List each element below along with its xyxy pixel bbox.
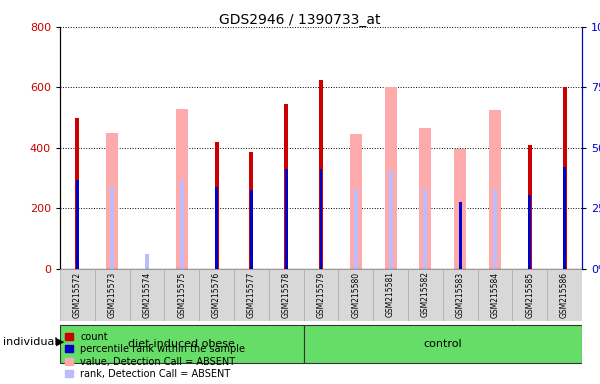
Bar bbox=[250, 190, 253, 269]
Bar bbox=[528, 145, 532, 269]
Bar bbox=[250, 189, 253, 269]
Bar bbox=[215, 185, 218, 269]
Bar bbox=[459, 202, 461, 269]
Bar bbox=[529, 195, 531, 269]
Bar bbox=[385, 88, 397, 269]
Bar bbox=[285, 169, 287, 269]
Text: GSM215575: GSM215575 bbox=[178, 271, 187, 318]
Text: control: control bbox=[424, 339, 462, 349]
Bar bbox=[304, 269, 338, 321]
Bar bbox=[269, 269, 304, 321]
Bar bbox=[304, 325, 582, 362]
Text: GSM215586: GSM215586 bbox=[560, 271, 569, 318]
Text: individual: individual bbox=[3, 336, 58, 347]
Legend: count, percentile rank within the sample, value, Detection Call = ABSENT, rank, : count, percentile rank within the sample… bbox=[65, 332, 245, 379]
Text: GSM215584: GSM215584 bbox=[491, 271, 499, 318]
Bar bbox=[478, 269, 512, 321]
Bar bbox=[319, 80, 323, 269]
Text: GSM215579: GSM215579 bbox=[317, 271, 325, 318]
Text: GSM215577: GSM215577 bbox=[247, 271, 256, 318]
Bar bbox=[76, 180, 79, 269]
Bar bbox=[354, 189, 358, 269]
Bar bbox=[563, 88, 566, 269]
Bar bbox=[320, 169, 322, 269]
Bar bbox=[250, 152, 253, 269]
Bar bbox=[454, 149, 466, 269]
Bar bbox=[234, 269, 269, 321]
Bar bbox=[373, 269, 408, 321]
Bar bbox=[408, 269, 443, 321]
Text: GSM215572: GSM215572 bbox=[73, 271, 82, 318]
Text: GSM215573: GSM215573 bbox=[108, 271, 116, 318]
Bar bbox=[338, 269, 373, 321]
Bar bbox=[493, 189, 497, 269]
Text: diet-induced obese: diet-induced obese bbox=[128, 339, 235, 349]
Bar bbox=[76, 118, 79, 269]
Text: ▶: ▶ bbox=[56, 336, 64, 347]
Text: GDS2946 / 1390733_at: GDS2946 / 1390733_at bbox=[219, 13, 381, 27]
Bar bbox=[60, 269, 95, 321]
Text: GSM215578: GSM215578 bbox=[282, 271, 290, 318]
Text: GSM215576: GSM215576 bbox=[212, 271, 221, 318]
Text: GSM215581: GSM215581 bbox=[386, 271, 395, 318]
Text: GSM215580: GSM215580 bbox=[351, 271, 360, 318]
Bar bbox=[106, 133, 118, 269]
Text: GSM215574: GSM215574 bbox=[143, 271, 151, 318]
Bar bbox=[110, 185, 114, 269]
Bar bbox=[199, 269, 234, 321]
Text: GSM215582: GSM215582 bbox=[421, 271, 430, 318]
Bar bbox=[164, 269, 199, 321]
Bar bbox=[60, 325, 304, 362]
Bar bbox=[350, 134, 362, 269]
Bar bbox=[176, 109, 188, 269]
Bar bbox=[489, 110, 501, 269]
Bar bbox=[95, 269, 130, 321]
Bar bbox=[130, 269, 164, 321]
Bar bbox=[424, 189, 427, 269]
Bar bbox=[215, 187, 218, 269]
Bar bbox=[512, 269, 547, 321]
Bar bbox=[180, 180, 184, 269]
Bar bbox=[284, 104, 288, 269]
Bar bbox=[145, 254, 149, 269]
Bar bbox=[547, 269, 582, 321]
Text: GSM215583: GSM215583 bbox=[456, 271, 464, 318]
Bar bbox=[443, 269, 478, 321]
Bar bbox=[389, 170, 392, 269]
Bar bbox=[215, 142, 218, 269]
Bar bbox=[563, 167, 566, 269]
Text: GSM215585: GSM215585 bbox=[526, 271, 534, 318]
Bar bbox=[419, 128, 431, 269]
